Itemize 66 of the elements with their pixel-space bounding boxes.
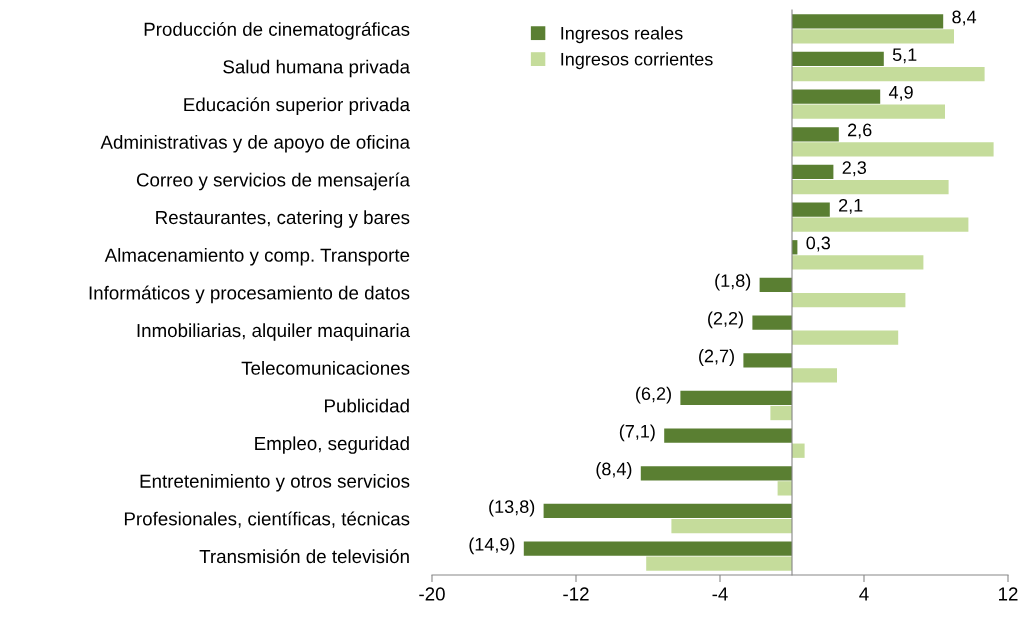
data-label: (8,4) [596,462,632,479]
bar [792,255,924,270]
bar [792,217,969,232]
data-label: (13,8) [489,499,535,517]
y-tick-label: Informáticos y procesamiento de datos [89,285,410,304]
bar [792,29,954,44]
bar [792,51,884,67]
bar [777,481,792,496]
bar [792,368,837,383]
data-label: (14,9) [469,537,515,555]
bar [792,127,839,142]
x-tick-label: 12 [999,587,1018,601]
y-tick-label: Inmobiliarias, alquiler maquinaria [137,323,411,341]
x-tick-label: -4 [712,587,728,601]
bar [543,503,792,519]
y-tick-label: Publicidad [325,398,409,413]
bar [792,202,830,217]
bar [680,390,792,406]
bar [792,142,994,157]
bar [792,292,906,308]
bar [671,518,792,534]
bar [792,66,985,82]
bar [770,405,792,421]
y-tick-label: Transmisión de televisión [199,549,409,564]
bar [759,277,792,293]
data-label: (2,2) [708,311,743,329]
data-label: 8,4 [952,10,977,26]
bar [664,428,792,443]
legend-label: Ingresos reales [561,26,683,44]
x-tick-label: 4 [859,587,869,601]
data-label: 0,3 [806,236,831,252]
data-label: 4,9 [888,85,913,101]
x-tick-label: -12 [563,587,589,601]
bar [640,466,792,481]
bar [792,443,805,458]
bar [792,89,881,104]
y-tick-label: Administrativas y de apoyo de oficina [100,135,411,153]
bar [743,353,792,368]
y-tick-label: Producción de cinematográficas [144,21,410,40]
y-tick-label: Profesionales, científicas, técnicas [124,511,410,528]
bar [792,104,945,119]
data-label: (1,8) [715,273,751,291]
data-label: 2,6 [848,123,872,139]
bar [792,179,949,195]
y-tick-label: Correo y servicios de mensajería [136,172,411,191]
bar [792,330,899,345]
bar [646,556,792,571]
y-tick-label: Almacenamiento y comp. Transporte [104,248,410,266]
data-label: 2,3 [842,161,867,177]
bar [523,541,792,556]
x-tick-label: -20 [419,587,445,601]
y-tick-label: Salud humana privada [223,59,411,78]
bar [752,315,792,330]
bar [792,164,834,180]
y-tick-label: Educación superior privada [184,97,411,115]
bar [792,14,944,29]
data-label: 2,1 [839,198,863,214]
y-tick-label: Restaurantes, catering y bares [156,210,410,228]
y-tick-label: Entretenimiento y otros servicios [140,474,410,492]
data-label: (2,7) [699,349,734,366]
y-tick-label: Telecomunicaciones [241,361,410,375]
data-label: (7,1) [619,424,655,442]
data-label: 5,1 [892,48,917,64]
y-tick-label: Empleo, seguridad [255,436,409,454]
legend-label: Ingresos corrientes [561,52,713,70]
data-label: (6,2) [636,386,671,404]
